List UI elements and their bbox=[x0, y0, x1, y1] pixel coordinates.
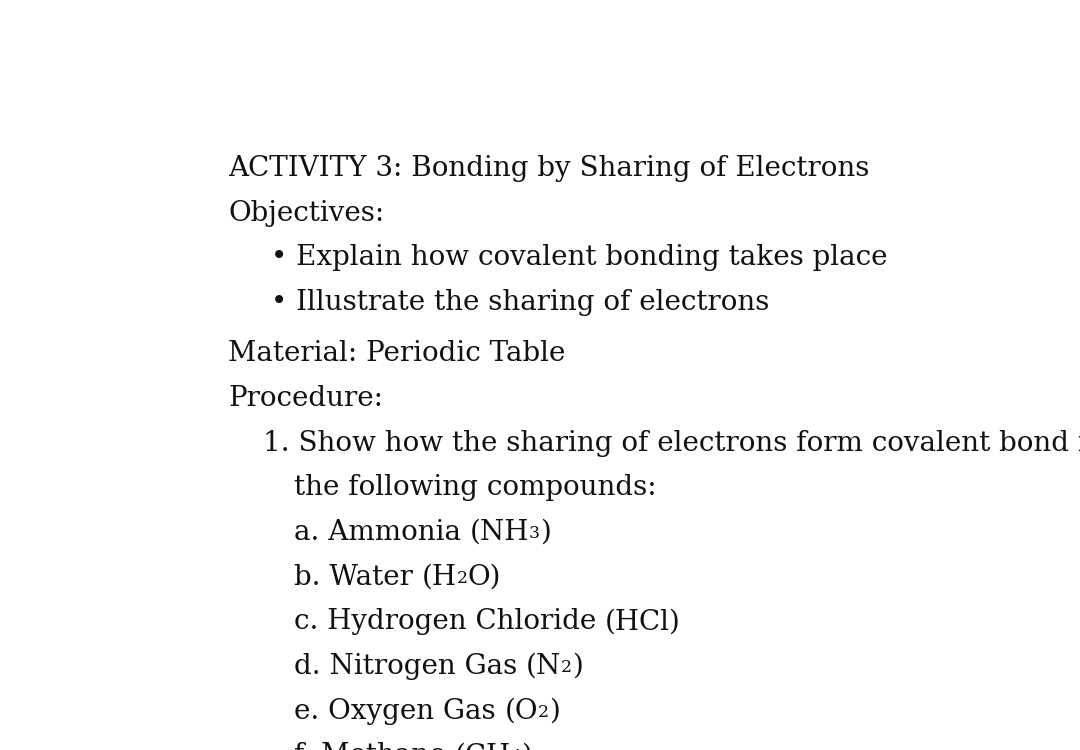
Text: • Illustrate the sharing of electrons: • Illustrate the sharing of electrons bbox=[271, 289, 769, 316]
Text: 2: 2 bbox=[538, 704, 549, 721]
Text: ACTIVITY 3: Bonding by Sharing of Electrons: ACTIVITY 3: Bonding by Sharing of Electr… bbox=[228, 155, 869, 182]
Text: c. Hydrogen Chloride: c. Hydrogen Chloride bbox=[294, 608, 605, 635]
Text: (N: (N bbox=[526, 653, 562, 680]
Text: the following compounds:: the following compounds: bbox=[294, 474, 657, 501]
Text: f. Methane: f. Methane bbox=[294, 742, 455, 750]
Text: ): ) bbox=[540, 519, 551, 546]
Text: ): ) bbox=[522, 742, 532, 750]
Text: • Explain how covalent bonding takes place: • Explain how covalent bonding takes pla… bbox=[271, 244, 887, 272]
Text: (NH: (NH bbox=[470, 519, 529, 546]
Text: (H: (H bbox=[421, 564, 457, 591]
Text: 2: 2 bbox=[562, 659, 572, 676]
Text: ): ) bbox=[572, 653, 583, 680]
Text: (CH: (CH bbox=[455, 742, 511, 750]
Text: 4: 4 bbox=[511, 748, 522, 750]
Text: (O: (O bbox=[504, 698, 538, 724]
Text: Procedure:: Procedure: bbox=[228, 385, 383, 412]
Text: 2: 2 bbox=[457, 570, 468, 587]
Text: 3: 3 bbox=[529, 526, 540, 542]
Text: Material: Periodic Table: Material: Periodic Table bbox=[228, 340, 565, 368]
Text: b. Water: b. Water bbox=[294, 564, 421, 591]
Text: ): ) bbox=[549, 698, 559, 724]
Text: a. Ammonia: a. Ammonia bbox=[294, 519, 470, 546]
Text: (HCl): (HCl) bbox=[605, 608, 680, 635]
Text: Objectives:: Objectives: bbox=[228, 200, 384, 226]
Text: O): O) bbox=[468, 564, 501, 591]
Text: e. Oxygen Gas: e. Oxygen Gas bbox=[294, 698, 504, 724]
Text: d. Nitrogen Gas: d. Nitrogen Gas bbox=[294, 653, 526, 680]
Text: 1. Show how the sharing of electrons form covalent bond in: 1. Show how the sharing of electrons for… bbox=[262, 430, 1080, 457]
